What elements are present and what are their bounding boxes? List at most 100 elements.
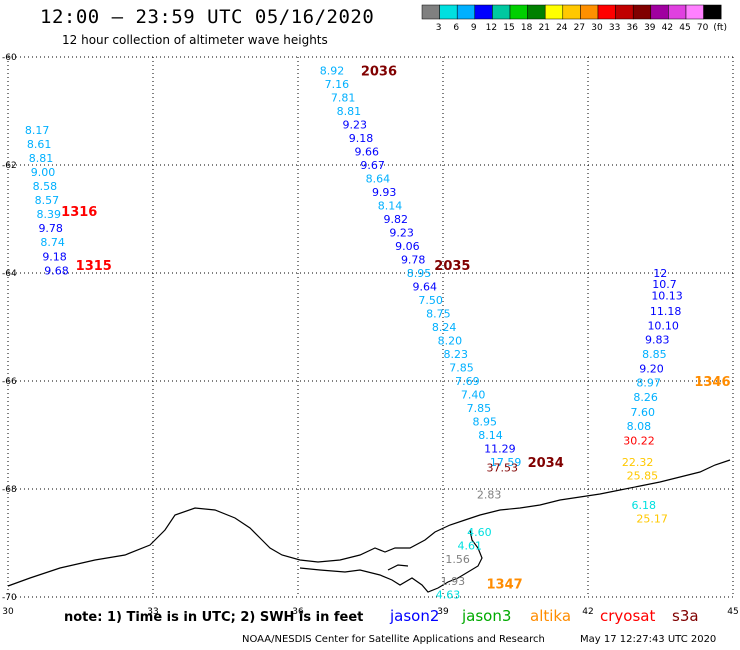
footer-note: note: 1) Time is in UTC; 2) SWH is in fe…	[64, 610, 364, 625]
colorbar-label: 15	[503, 23, 514, 33]
colorbar-label: 36	[626, 23, 638, 33]
colorbar-label: 45	[679, 23, 690, 33]
data-point: 10.7	[652, 278, 677, 291]
data-point: 25.85	[627, 470, 659, 483]
colorbar-label: 30	[591, 23, 603, 33]
colorbar-label: 33	[609, 23, 620, 33]
data-point: 9.00	[31, 166, 56, 179]
colorbar-label: 21	[538, 23, 549, 33]
y-tick-label: -68	[2, 485, 17, 495]
data-point: 8.95	[472, 416, 497, 429]
data-point: 9.23	[342, 119, 367, 132]
time-label: 1346	[694, 375, 730, 390]
chart-subtitle: 12 hour collection of altimeter wave hei…	[62, 33, 328, 47]
generated-timestamp: May 17 12:27:43 UTC 2020	[580, 634, 717, 645]
colorbar-label: 27	[574, 23, 585, 33]
colorbar-label: 6	[453, 23, 459, 33]
time-label: 2034	[528, 456, 564, 471]
data-point: 8.17	[25, 124, 49, 137]
data-point: 4.63	[436, 588, 461, 601]
data-point: 7.16	[325, 78, 350, 91]
data-point: 25.17	[636, 513, 668, 526]
colorbar-label: (ft)	[713, 23, 727, 33]
legend-altika: altika	[530, 607, 572, 625]
y-tick-label: -64	[2, 269, 17, 279]
x-tick-label: 42	[582, 607, 593, 617]
credit-line: NOAA/NESDIS Center for Satellite Applica…	[242, 634, 545, 645]
data-point: 9.78	[401, 254, 426, 267]
data-point: 8.57	[35, 194, 60, 207]
data-point: 1.93	[441, 575, 466, 588]
coastline	[7, 459, 731, 593]
colorbar: 3 6 9 12 15 18 21 24 27 30 33 36 39 42 45 70 (ft)	[421, 4, 727, 33]
data-point: 9.20	[639, 363, 664, 376]
time-label: 1315	[76, 259, 112, 274]
data-point: 10.13	[651, 290, 683, 303]
colorbar-label: 24	[556, 23, 568, 33]
data-point: 2.83	[477, 488, 502, 501]
data-point: 9.64	[413, 281, 438, 294]
time-label: 1316	[61, 205, 97, 220]
data-point: 9.93	[372, 186, 397, 199]
data-point: 8.14	[478, 429, 503, 442]
data-point: 8.39	[37, 208, 62, 221]
data-point: 7.85	[449, 362, 474, 375]
y-tick-label: -66	[2, 377, 17, 387]
legend-jason3: jason3	[462, 607, 512, 625]
colorbar-label: 18	[521, 23, 533, 33]
data-point: 8.64	[366, 173, 391, 186]
x-tick-label: 36	[292, 607, 304, 617]
data-point: 8.23	[443, 348, 468, 361]
colorbar-label: 39	[644, 23, 656, 33]
data-point: 9.66	[355, 146, 380, 159]
data-point: 8.20	[438, 335, 463, 348]
data-point: 7.50	[418, 294, 443, 307]
data-point: 8.58	[33, 180, 58, 193]
data-point: 9.83	[645, 333, 670, 346]
axis-tick-labels: 30 33 36 39 42 45 -60 -62 -64 -66 -68 -70	[2, 53, 739, 617]
data-point: 11.29	[484, 443, 516, 456]
data-point: 12	[653, 267, 667, 280]
data-point: 8.14	[378, 200, 403, 213]
y-tick-label: -62	[2, 161, 17, 171]
x-tick-label: 33	[147, 607, 158, 617]
data-point: 1.56	[445, 553, 470, 566]
data-point: 9.18	[349, 132, 374, 145]
x-tick-label: 39	[437, 607, 449, 617]
data-point: 37.53	[487, 461, 519, 474]
y-tick-label: -60	[2, 53, 17, 63]
x-tick-label: 30	[2, 607, 14, 617]
legend-cryosat: cryosat	[600, 607, 656, 625]
data-point: 9.78	[38, 222, 63, 235]
data-point: 7.81	[331, 92, 356, 105]
data-point: 8.92	[320, 65, 345, 78]
colorbar-swatch	[703, 4, 722, 20]
colorbar-label: 12	[486, 23, 497, 33]
legend-s3a: s3a	[672, 607, 699, 625]
data-point: 9.06	[395, 240, 420, 253]
data-point: 8.85	[642, 348, 667, 361]
data-point: 8.75	[426, 308, 451, 321]
time-labels: 1316 1315 2036 2035 2034 1346 1347	[61, 65, 730, 593]
colorbar-label: 70	[697, 23, 709, 33]
colorbar-label: 9	[471, 23, 477, 33]
data-point: 8.24	[432, 321, 457, 334]
data-point: 30.22	[623, 434, 655, 447]
data-point: 8.95	[407, 267, 432, 280]
y-tick-label: -70	[2, 593, 17, 603]
data-point: 9.82	[384, 213, 409, 226]
colorbar-label: 3	[436, 23, 442, 33]
time-label: 1347	[487, 578, 523, 593]
data-point: 9.23	[389, 227, 414, 240]
time-label: 2036	[361, 65, 397, 80]
data-point: 7.40	[461, 389, 486, 402]
data-point: 7.85	[467, 402, 492, 415]
data-point: 17.59	[490, 456, 521, 469]
data-point: 11.18	[650, 305, 682, 318]
data-point: 8.26	[633, 391, 658, 404]
time-label: 2035	[434, 259, 470, 274]
data-point: 7.69	[455, 375, 480, 388]
data-point: 8.81	[337, 105, 362, 118]
